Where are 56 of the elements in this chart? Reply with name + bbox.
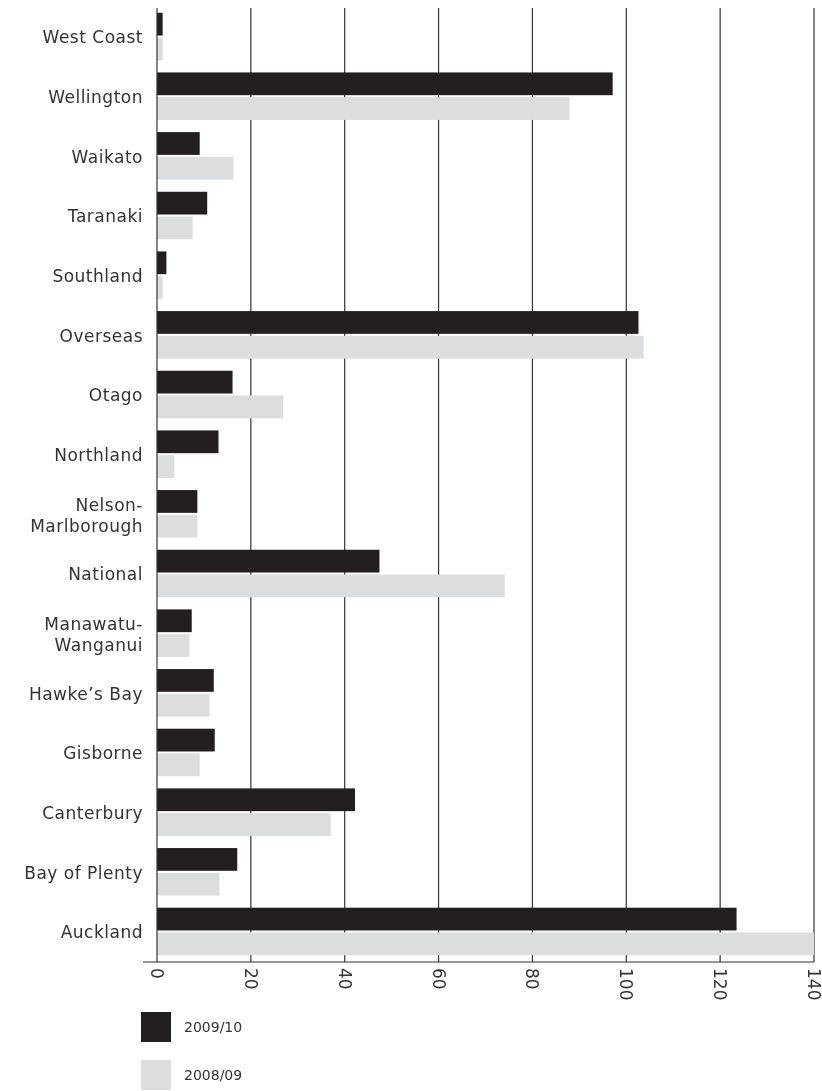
bar xyxy=(157,907,737,931)
bar xyxy=(157,549,380,573)
bar xyxy=(157,753,200,777)
bar xyxy=(157,574,505,598)
bar xyxy=(157,609,192,633)
y-tick-label: Taranaki xyxy=(66,206,143,227)
y-tick-label: West Coast xyxy=(42,27,143,48)
y-tick-label: Auckland xyxy=(60,922,143,943)
bar xyxy=(157,311,639,334)
y-tick-label: Wellington xyxy=(48,87,143,108)
y-tick-label: Overseas xyxy=(59,325,143,346)
x-tick-label: 20 xyxy=(240,968,261,990)
y-tick-label: Hawke’s Bay xyxy=(28,683,143,704)
x-tick-label: 40 xyxy=(334,968,355,990)
bar xyxy=(157,191,208,215)
y-tick-label: Gisborne xyxy=(63,743,143,764)
x-tick-label: 0 xyxy=(147,968,168,979)
y-tick-label: Manawatu-Wanganui xyxy=(44,613,143,656)
bar xyxy=(157,370,233,394)
bar xyxy=(157,872,220,896)
x-tick-label: 100 xyxy=(616,968,637,1001)
bar xyxy=(157,72,613,96)
bar xyxy=(157,848,238,871)
y-tick-label: Nelson-Marlborough xyxy=(30,494,143,536)
bar xyxy=(157,693,210,717)
bar xyxy=(157,669,214,692)
bar xyxy=(157,395,284,419)
bar xyxy=(157,335,644,359)
x-tick-label: 60 xyxy=(428,968,449,990)
bar xyxy=(157,430,219,454)
x-tick-label: 80 xyxy=(522,968,543,990)
x-tick-label: 140 xyxy=(804,968,822,1001)
bar xyxy=(157,514,198,538)
y-tick-label: Canterbury xyxy=(42,803,143,824)
bar xyxy=(157,634,190,657)
bar xyxy=(157,12,163,36)
legend-label: 2008/09 xyxy=(184,1066,243,1083)
bar xyxy=(157,132,200,155)
bar xyxy=(157,788,356,812)
y-tick-label: Northland xyxy=(54,445,143,466)
bar xyxy=(157,813,331,836)
y-tick-label: Southland xyxy=(52,266,143,287)
bar xyxy=(157,728,215,752)
y-tick-label: National xyxy=(68,564,143,585)
bar xyxy=(157,932,814,956)
bar xyxy=(157,490,198,513)
bar xyxy=(157,97,570,120)
bar xyxy=(157,156,234,180)
bar xyxy=(157,216,193,240)
x-tick-label: 120 xyxy=(710,968,731,1001)
bar xyxy=(157,455,175,478)
y-tick-label: Bay of Plenty xyxy=(24,862,143,883)
y-tick-label: Waikato xyxy=(71,146,143,167)
y-tick-label: Otago xyxy=(88,385,143,406)
legend-label: 2009/10 xyxy=(184,1018,243,1035)
bar xyxy=(157,276,163,299)
